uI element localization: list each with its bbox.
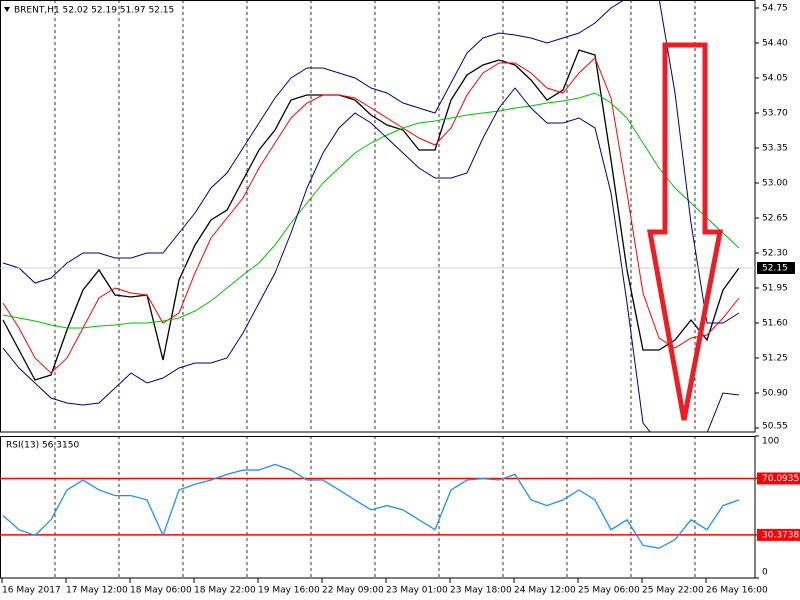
title-icon xyxy=(4,7,10,12)
y-tick-label: 53.70 xyxy=(762,109,788,119)
level-label: 30.3738 xyxy=(762,530,799,540)
down-arrow xyxy=(647,42,724,421)
y-tick-label: 50.55 xyxy=(762,422,788,432)
series-line xyxy=(2,0,740,324)
y-tick-label: 51.60 xyxy=(762,319,788,329)
y-tick-label: 100 xyxy=(762,437,779,447)
level-label: 70.0935 xyxy=(762,474,799,484)
series-line xyxy=(2,49,740,381)
y-tick-label: 0 xyxy=(762,568,768,578)
y-tick-label: 54.05 xyxy=(762,74,788,84)
x-tick-label: 22 May 09:00 xyxy=(322,586,384,596)
level-label-box xyxy=(757,472,800,485)
y-tick-label: 52.30 xyxy=(762,249,788,259)
x-tick-label: 17 May 12:00 xyxy=(66,586,128,596)
y-tick-label: 53.00 xyxy=(762,179,788,189)
series-line xyxy=(2,463,740,549)
last-price-box xyxy=(757,262,795,274)
x-tick-label: 18 May 22:00 xyxy=(194,586,256,596)
level-label-box xyxy=(757,528,800,541)
x-tick-label: 25 May 22:00 xyxy=(642,586,704,596)
y-tick-label: 53.35 xyxy=(762,144,788,154)
x-tick-label: 23 May 18:00 xyxy=(450,586,512,596)
y-tick-label: 54.75 xyxy=(762,4,788,14)
chart-title: BRENT,H1 52.02 52.19 51.97 52.15 xyxy=(14,6,174,16)
x-tick-label: 25 May 06:00 xyxy=(578,586,640,596)
x-tick-label: 19 May 16:00 xyxy=(258,586,320,596)
y-tick-label: 51.95 xyxy=(762,284,788,294)
x-tick-label: 24 May 12:00 xyxy=(514,586,576,596)
y-tick-label: 51.25 xyxy=(762,354,788,364)
series-line xyxy=(2,92,740,329)
rsi-title: RSI(13) 56.3150 xyxy=(6,441,79,451)
x-tick-label: 18 May 06:00 xyxy=(130,586,192,596)
x-tick-label: 26 May 16:00 xyxy=(706,586,768,596)
y-tick-label: 52.65 xyxy=(762,214,788,224)
price-frame xyxy=(0,0,756,433)
last-price-label: 52.15 xyxy=(762,264,788,274)
y-tick-label: 50.90 xyxy=(762,389,788,399)
x-tick-label: 23 May 01:00 xyxy=(386,586,448,596)
series-line xyxy=(2,57,740,374)
x-tick-label: 16 May 2017 xyxy=(2,586,61,596)
series-line xyxy=(2,87,740,432)
y-tick-label: 54.40 xyxy=(762,39,788,49)
rsi-frame xyxy=(0,436,756,579)
